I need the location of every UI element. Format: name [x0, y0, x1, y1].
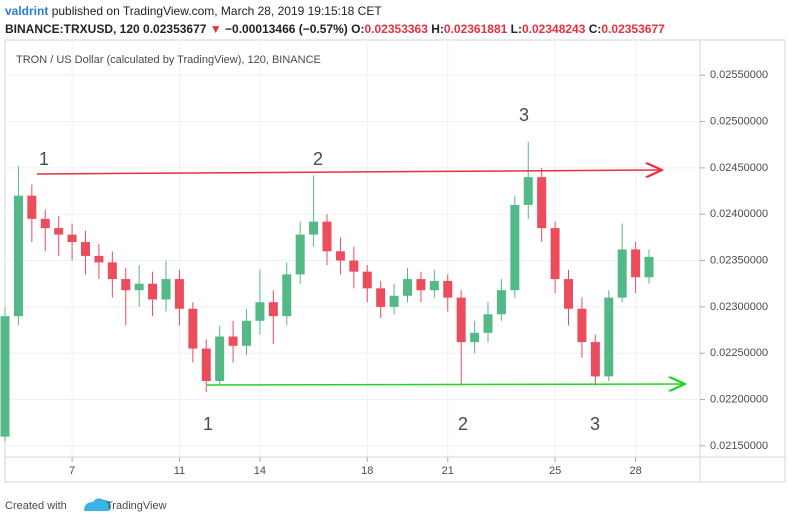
- candle-body: [362, 271, 372, 289]
- h-label: H:: [431, 22, 444, 36]
- candle-body: [67, 234, 77, 243]
- grid: [5, 40, 700, 457]
- candle-body: [121, 279, 131, 291]
- x-tick-label: 7: [69, 465, 75, 477]
- candle-body: [295, 234, 305, 275]
- candle-body: [0, 316, 10, 437]
- symbol: BINANCE:TRXUSD, 120: [5, 22, 140, 36]
- x-tick-label: 28: [629, 465, 641, 477]
- annotation: 2: [458, 414, 468, 434]
- candle-body: [335, 251, 345, 261]
- logo: [84, 498, 111, 511]
- candle-body: [389, 295, 399, 307]
- y-tick-label: 0.02150000: [710, 440, 768, 452]
- candle-body: [134, 283, 144, 291]
- candle-body: [282, 274, 292, 317]
- brand[interactable]: TradingView: [106, 500, 167, 512]
- candle-body: [456, 297, 466, 343]
- y-tick-label: 0.02450000: [710, 162, 768, 174]
- x-tick-label: 18: [361, 465, 373, 477]
- y-tick-label: 0.02400000: [710, 208, 768, 220]
- l: 0.02348243: [522, 22, 586, 36]
- published: published on TradingView.com, March 28, …: [52, 4, 383, 18]
- y-tick-label: 0.02550000: [710, 69, 768, 81]
- arrow: ▼: [210, 22, 222, 36]
- c-label: C:: [589, 22, 602, 36]
- candle-body: [564, 279, 574, 309]
- change: −0.00013466 (−0.57%): [225, 22, 348, 36]
- x-tick-label: 14: [254, 465, 266, 477]
- candle-body: [550, 228, 560, 280]
- candle-body: [523, 177, 533, 205]
- o-label: O:: [351, 22, 364, 36]
- c: 0.02353677: [601, 22, 665, 36]
- symbol-line: BINANCE:TRXUSD, 120 0.02353677 ▼ −0.0001…: [5, 22, 665, 36]
- candle-body: [107, 262, 117, 280]
- candle-body: [54, 228, 64, 235]
- publish-line: valdrint published on TradingView.com, M…: [5, 4, 382, 18]
- candle-body: [403, 279, 413, 296]
- candle-body: [590, 342, 600, 377]
- candle-body: [242, 320, 252, 346]
- x-tick-label: 11: [174, 465, 185, 477]
- y-tick-label: 0.02300000: [710, 301, 768, 313]
- candle-body: [268, 302, 278, 317]
- candle-body: [27, 195, 37, 219]
- y-tick-label: 0.02350000: [710, 254, 768, 266]
- h: 0.02361881: [444, 22, 508, 36]
- x-tick-label: 21: [442, 465, 454, 477]
- candle-body: [188, 308, 198, 349]
- candle-body: [349, 260, 359, 272]
- candle-body: [201, 348, 211, 382]
- candle-body: [416, 279, 426, 291]
- annotation: 2: [313, 149, 323, 169]
- annotation: 1: [203, 414, 213, 434]
- y-tick-label: 0.02500000: [710, 115, 768, 127]
- annotation: 3: [590, 414, 600, 434]
- candle-body: [81, 242, 91, 256]
- candle-body: [604, 297, 614, 377]
- y-tick-label: 0.02250000: [710, 347, 768, 359]
- candle-body: [174, 279, 184, 309]
- candle-body: [429, 280, 439, 291]
- candle-body: [496, 290, 506, 315]
- candle-body: [215, 336, 225, 382]
- y-tick-label: 0.02200000: [710, 393, 768, 405]
- annotation: 1: [39, 149, 49, 169]
- candle-body: [40, 218, 50, 229]
- candle-body: [537, 177, 547, 229]
- annotation: 3: [519, 105, 529, 125]
- candle-body: [376, 288, 386, 307]
- last: 0.02353677: [143, 22, 207, 36]
- candle-body: [148, 283, 158, 300]
- candle-body: [228, 336, 238, 346]
- resistance-arrow: [36, 170, 662, 174]
- candle-body: [94, 255, 104, 263]
- candle-body: [510, 204, 520, 291]
- candle-body: [161, 279, 171, 300]
- candle-body: [631, 249, 641, 278]
- candle-body: [644, 256, 654, 278]
- candle-body: [577, 308, 587, 343]
- user-link[interactable]: valdrint: [5, 4, 48, 18]
- candle-body: [255, 302, 265, 321]
- candles: [0, 141, 654, 442]
- support-arrow: [206, 384, 685, 385]
- chart-title: TRON / US Dollar (calculated by TradingV…: [16, 54, 321, 66]
- created-with: Created with: [5, 500, 67, 512]
- candle-body: [443, 280, 453, 298]
- l-label: L:: [511, 22, 522, 36]
- candle-body: [483, 314, 493, 333]
- candle-body: [13, 195, 23, 317]
- candle-body: [617, 249, 627, 298]
- x-tick-label: 25: [549, 465, 561, 477]
- o: 0.02353363: [364, 22, 428, 36]
- candle-body: [470, 332, 480, 343]
- candle-body: [309, 221, 319, 235]
- candle-body: [322, 221, 332, 252]
